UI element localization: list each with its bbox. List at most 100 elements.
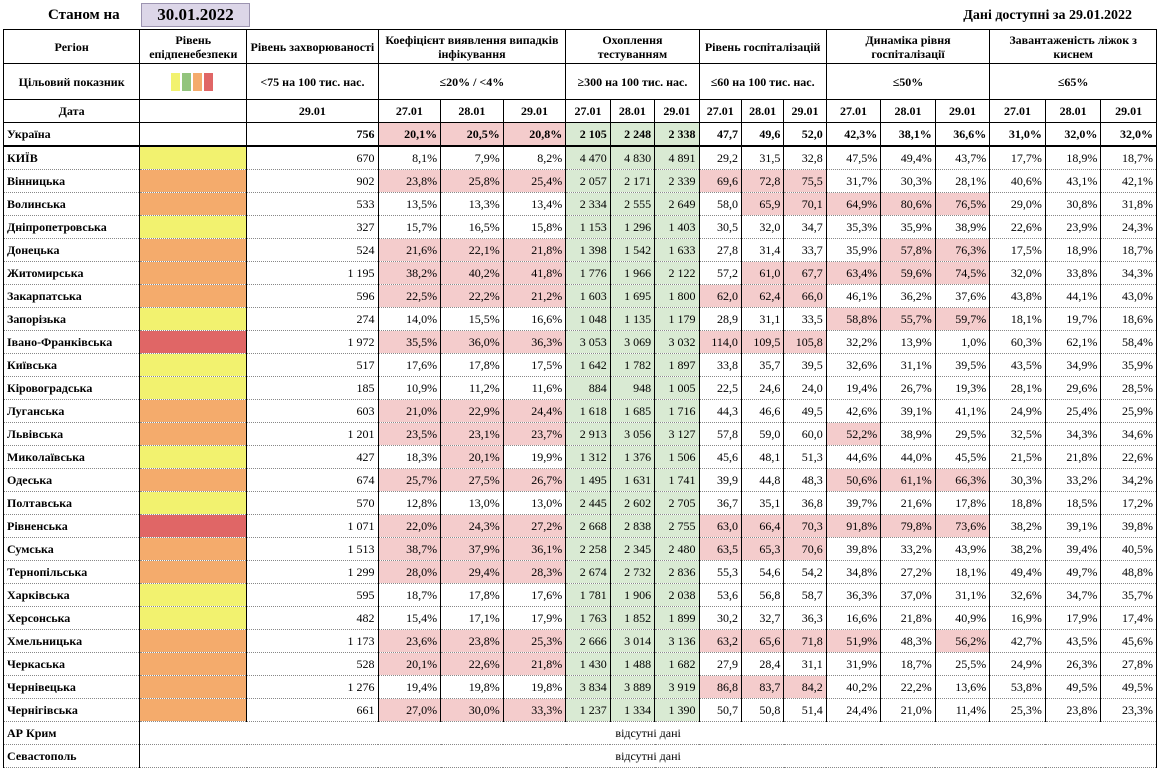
incidence-value: 1 513 [246, 537, 379, 561]
detection-value: 13,3% [440, 192, 504, 216]
hospitalization-value: 70,6 [783, 537, 827, 561]
testing-value: 1 296 [609, 215, 656, 239]
table-row: Україна 756 20,1% 20,5% 20,8% 2 105 2 248 2 338… [2, 122, 1157, 147]
detection-value: 15,5% [440, 307, 504, 331]
table-row: Запорізька 274 14,0% 15,5% 16,6% 1 048 1 135 1 … [2, 307, 1157, 331]
detection-value: 36,1% [502, 537, 567, 561]
hospitalization-value: 34,7 [783, 215, 827, 239]
oxygen-beds-value: 43,8% [989, 284, 1046, 308]
detection-value: 13,4% [502, 192, 567, 216]
hospitalization-value: 30,5 [698, 215, 742, 239]
detection-value: 22,6% [440, 652, 504, 676]
hospitalization-value: 48,3 [783, 468, 827, 492]
hospitalization-value: 46,6 [740, 399, 785, 423]
incidence-value: 674 [246, 468, 379, 492]
table-row: Кіровоградська 185 10,9% 11,2% 11,6% 884 948 1 … [2, 376, 1157, 400]
oxygen-beds-value: 18,8% [989, 491, 1046, 515]
hospitalization-value: 69,6 [698, 169, 742, 193]
testing-value: 1 716 [654, 399, 700, 423]
incidence-value: 1 299 [246, 560, 379, 584]
hospitalization-value: 33,5 [783, 307, 827, 331]
oxygen-beds-value: 17,4% [1100, 606, 1157, 630]
epidemic-level-cell [139, 537, 248, 561]
target-detection: ≤20% / <4% [377, 63, 567, 100]
testing-value: 1 618 [565, 399, 611, 423]
detection-value: 27,2% [502, 514, 567, 538]
table-row: КИЇВ 670 8,1% 7,9% 8,2% 4 470 4 830 4 891 29,2 31… [2, 145, 1157, 170]
hosp-dynamics-value: 31,1% [934, 583, 991, 607]
table-row: Севастополь відсутні дані [2, 744, 1157, 768]
hosp-dynamics-value: 35,3% [825, 215, 882, 239]
date-oxy-3: 29.01 [1100, 99, 1157, 123]
detection-value: 22,0% [377, 514, 442, 538]
oxygen-beds-value: 34,9% [1044, 353, 1102, 377]
hosp-dynamics-value: 33,2% [880, 537, 936, 561]
detection-value: 18,7% [377, 583, 442, 607]
hospitalization-value: 31,1 [783, 652, 827, 676]
legend-swatch [171, 72, 181, 91]
hosp-dynamics-value: 49,4% [880, 145, 936, 170]
oxygen-beds-value: 29,0% [989, 192, 1046, 216]
hosp-dynamics-value: 39,7% [825, 491, 882, 515]
oxygen-beds-value: 30,3% [989, 468, 1046, 492]
oxygen-beds-value: 53,8% [989, 675, 1046, 699]
detection-value: 22,2% [440, 284, 504, 308]
detection-value: 37,9% [440, 537, 504, 561]
hosp-dynamics-value: 32,6% [825, 353, 882, 377]
hospitalization-value: 75,5 [783, 169, 827, 193]
testing-value: 4 830 [609, 145, 656, 170]
detection-value: 20,1% [377, 122, 442, 147]
hospitalization-value: 84,2 [783, 675, 827, 699]
hospitalization-value: 35,7 [740, 353, 785, 377]
region-name: Сумська [2, 537, 141, 561]
detection-value: 23,5% [377, 422, 442, 446]
epidemic-level-cell [139, 606, 248, 630]
incidence-value: 1 195 [246, 261, 379, 285]
hosp-dynamics-value: 50,6% [825, 468, 882, 492]
oxygen-beds-value: 39,8% [1100, 514, 1157, 538]
table-row: Львівська 1 201 23,5% 23,1% 23,7% 2 913 3 056 3… [2, 422, 1157, 446]
hosp-dynamics-value: 13,9% [880, 330, 936, 354]
hospitalization-value: 36,8 [783, 491, 827, 515]
hospitalization-value: 32,7 [740, 606, 785, 630]
region-name: КИЇВ [2, 145, 141, 170]
hospitalization-value: 58,0 [698, 192, 742, 216]
date-dyn-3: 29.01 [934, 99, 991, 123]
testing-value: 1 631 [609, 468, 656, 492]
date-test-1: 27.01 [565, 99, 611, 123]
oxygen-beds-value: 22,6% [989, 215, 1046, 239]
oxygen-beds-value: 25,4% [1044, 399, 1102, 423]
hospitalization-value: 83,7 [740, 675, 785, 699]
oxygen-beds-value: 43,5% [989, 353, 1046, 377]
testing-value: 1 685 [609, 399, 656, 423]
testing-value: 1 542 [609, 238, 656, 262]
hosp-dynamics-value: 27,2% [880, 560, 936, 584]
hosp-dynamics-value: 28,1% [934, 169, 991, 193]
testing-value: 2 258 [565, 537, 611, 561]
hospitalization-value: 27,9 [698, 652, 742, 676]
legend-swatch [204, 72, 214, 91]
oxygen-beds-value: 24,9% [989, 399, 1046, 423]
region-name: Донецька [2, 238, 141, 262]
hospitalization-value: 51,4 [783, 698, 827, 722]
testing-value: 1 135 [609, 307, 656, 331]
detection-value: 22,9% [440, 399, 504, 423]
testing-value: 1 430 [565, 652, 611, 676]
testing-value: 3 032 [654, 330, 700, 354]
testing-value: 1 376 [609, 445, 656, 469]
oxygen-beds-value: 17,5% [989, 238, 1046, 262]
oxygen-beds-value: 18,6% [1100, 307, 1157, 331]
detection-value: 17,1% [440, 606, 504, 630]
hosp-dynamics-value: 36,3% [825, 583, 882, 607]
hospitalization-value: 109,5 [740, 330, 785, 354]
testing-value: 2 338 [654, 122, 700, 147]
hosp-dynamics-value: 13,6% [934, 675, 991, 699]
hosp-dynamics-value: 73,6% [934, 514, 991, 538]
hosp-dynamics-value: 56,2% [934, 629, 991, 653]
oxygen-beds-value: 18,7% [1100, 238, 1157, 262]
hosp-dynamics-value: 24,4% [825, 698, 882, 722]
oxygen-beds-value: 18,7% [1100, 145, 1157, 170]
detection-value: 8,2% [502, 145, 567, 170]
hosp-dynamics-value: 21,8% [880, 606, 936, 630]
oxygen-beds-value: 18,1% [989, 307, 1046, 331]
